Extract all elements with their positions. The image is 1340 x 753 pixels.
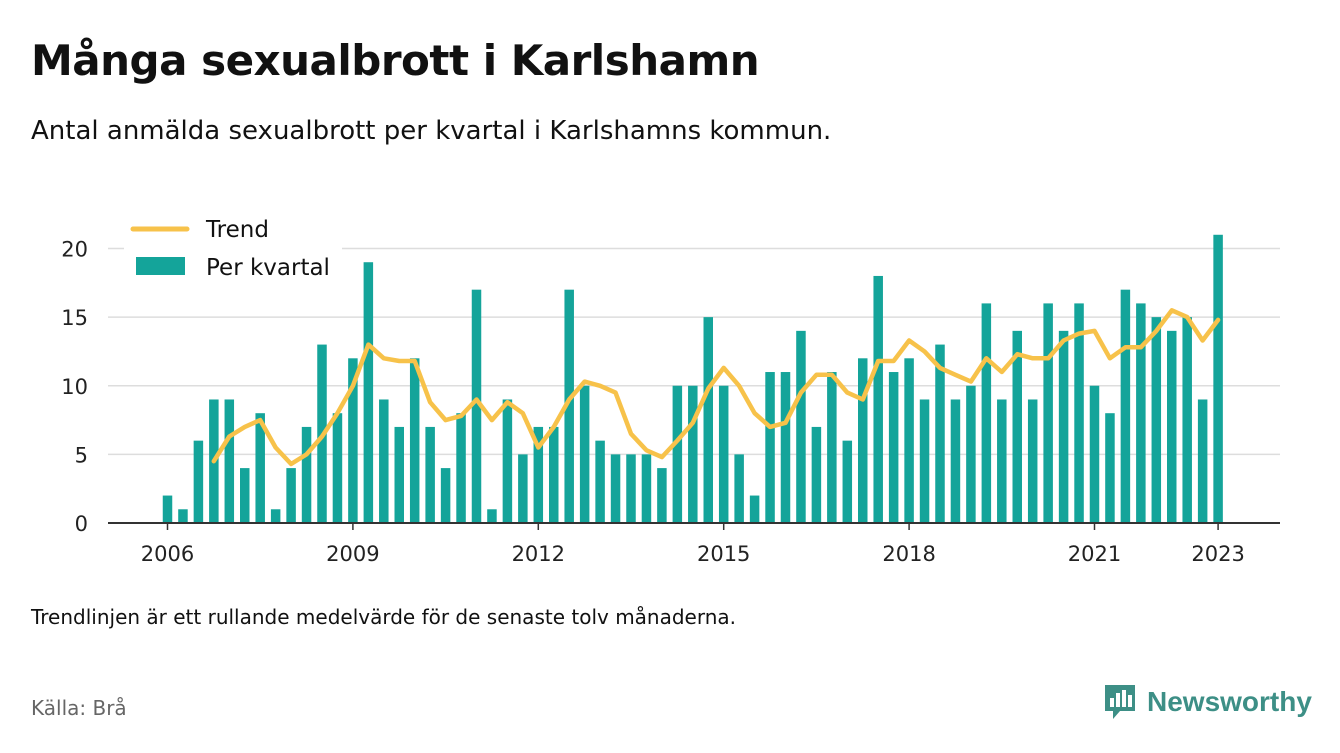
bar	[734, 454, 744, 523]
bar	[224, 399, 235, 523]
bar	[487, 509, 497, 523]
bar	[1120, 289, 1131, 523]
x-tick-label: 2006	[141, 542, 194, 566]
chart-subtitle: Antal anmälda sexualbrott per kvartal i …	[31, 116, 832, 146]
newsworthy-logo-icon	[1105, 685, 1135, 719]
bar	[518, 454, 528, 523]
x-tick-label: 2015	[697, 542, 750, 566]
bar	[904, 358, 914, 523]
bar	[1182, 317, 1192, 523]
bar	[1151, 317, 1162, 523]
legend-trend-label: Trend	[205, 217, 269, 243]
bar	[1167, 330, 1177, 523]
bar	[162, 495, 173, 523]
bar	[1074, 303, 1084, 523]
y-axis: 0 5 10 15 20	[61, 238, 88, 537]
bar	[270, 509, 281, 523]
trend-line	[211, 308, 1221, 467]
bar	[981, 303, 992, 523]
bar	[394, 426, 404, 523]
bar	[1012, 330, 1022, 523]
bar	[379, 399, 389, 523]
chart-title: Många sexualbrott i Karlshamn	[31, 36, 760, 85]
bar	[363, 262, 374, 523]
bar	[1043, 303, 1053, 523]
source-label: Källa: Brå	[31, 696, 127, 720]
x-axis: 2006 2009 2012 2015 2018 2021 2023	[108, 522, 1280, 566]
bar	[950, 399, 961, 523]
bar	[193, 440, 204, 523]
bar	[533, 426, 544, 523]
bar	[626, 454, 636, 523]
bar	[641, 454, 652, 523]
bar	[332, 413, 343, 523]
bar	[657, 468, 667, 523]
bar	[595, 440, 605, 523]
bar	[1027, 399, 1038, 523]
bar	[1213, 234, 1223, 523]
bar	[348, 358, 358, 523]
brand-name: Newsworthy	[1147, 686, 1312, 717]
bar	[873, 275, 883, 523]
bar	[610, 454, 621, 523]
legend: Trend Per kvartal	[124, 208, 342, 288]
bar	[1136, 303, 1146, 523]
y-tick-label: 10	[61, 375, 88, 399]
bar	[672, 385, 683, 523]
bar	[456, 413, 466, 523]
bar	[178, 509, 188, 523]
bar	[966, 385, 976, 523]
legend-bar-label: Per kvartal	[206, 255, 330, 281]
bar	[1197, 399, 1208, 523]
bar	[842, 440, 853, 523]
chart: 2006 2009 2012 2015 2018 2021 2023 0 5 10 15 20 Tr…	[61, 208, 1280, 566]
bar	[1105, 413, 1115, 523]
x-tick-label: 2021	[1068, 542, 1121, 566]
bar	[765, 372, 775, 523]
bar	[749, 495, 760, 523]
bar	[1089, 385, 1100, 523]
bar	[811, 426, 822, 523]
bar	[240, 468, 250, 523]
bar	[549, 426, 559, 523]
bar	[440, 468, 451, 523]
trend-line-group	[211, 308, 1221, 467]
bar	[780, 372, 791, 523]
y-tick-label: 20	[61, 238, 88, 262]
bar	[827, 372, 837, 523]
legend-bar-swatch	[136, 257, 185, 275]
y-tick-label: 5	[75, 443, 88, 467]
bar	[888, 372, 899, 523]
x-tick-label: 2012	[512, 542, 565, 566]
bar	[919, 399, 930, 523]
bar	[471, 289, 482, 523]
bar	[579, 385, 590, 523]
bar	[301, 426, 312, 523]
bar	[796, 330, 806, 523]
bar	[935, 344, 945, 523]
bar	[425, 426, 435, 523]
bar	[997, 399, 1007, 523]
bar	[502, 399, 513, 523]
bar	[409, 358, 420, 523]
chart-note: Trendlinjen är ett rullande medelvärde f…	[31, 605, 737, 629]
bar	[255, 413, 265, 523]
y-tick-label: 0	[75, 512, 88, 536]
brand-logo: Newsworthy	[1103, 683, 1312, 721]
bar	[703, 317, 713, 523]
bar	[718, 385, 729, 523]
bar	[858, 358, 868, 523]
x-tick-label: 2023	[1191, 542, 1244, 566]
bar	[1058, 330, 1069, 523]
x-tick-label: 2009	[326, 542, 379, 566]
y-tick-label: 15	[61, 306, 88, 330]
x-tick-label: 2018	[882, 542, 935, 566]
bar	[564, 289, 574, 523]
bar	[286, 468, 296, 523]
bar	[688, 385, 698, 523]
